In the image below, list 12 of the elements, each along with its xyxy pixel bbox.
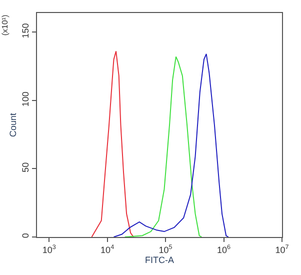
y-tick-label: 150 bbox=[20, 23, 30, 38]
x-axis-title: FITC-A bbox=[145, 254, 174, 265]
y-tick-label: 100 bbox=[20, 92, 30, 107]
x-tick-label: 10$^{7}$ bbox=[275, 244, 290, 255]
x-tick-label: 10$^{3}$ bbox=[42, 244, 56, 255]
x-tick-label: 10$^{5}$ bbox=[158, 244, 173, 255]
y-tick-label: 50 bbox=[20, 162, 30, 172]
x-tick-label: 10$^{6}$ bbox=[217, 244, 232, 255]
text: (x10¹) bbox=[0, 14, 10, 36]
y-axis-title: Count bbox=[8, 112, 18, 138]
x-tick-label: 10$^{4}$ bbox=[100, 244, 115, 255]
y-tick-label: 0 bbox=[20, 233, 30, 238]
